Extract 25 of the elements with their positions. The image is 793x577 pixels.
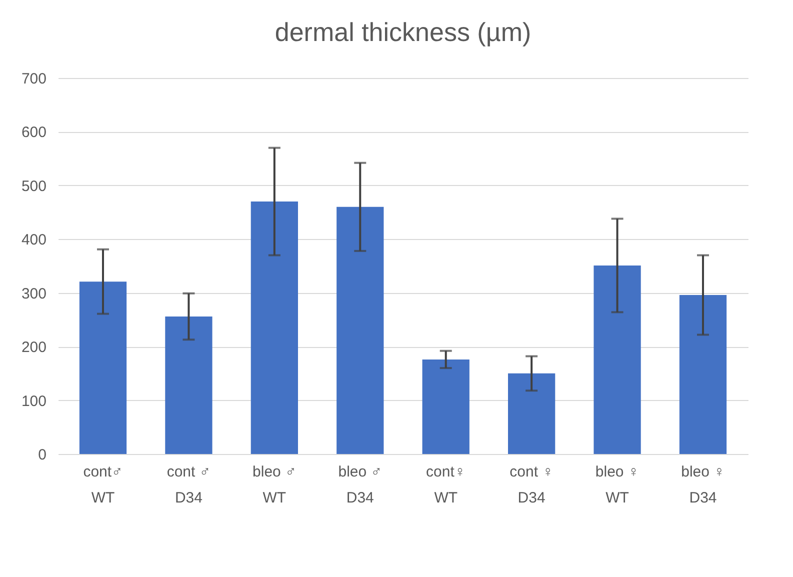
x-tick-label: cont♀ WT [426, 464, 466, 506]
bar [679, 295, 727, 454]
y-tick-label: 500 [21, 178, 46, 195]
y-tick-label: 200 [21, 339, 46, 356]
y-tick-label: 700 [21, 70, 46, 88]
y-tick-label: 600 [21, 124, 46, 142]
x-tick-label: bleo ♀ WT [595, 464, 640, 506]
y-tick-label: 300 [21, 285, 46, 302]
x-tick-label: bleo ♂ D34 [338, 464, 382, 506]
x-tick-label: cont ♀ D34 [510, 464, 554, 506]
chart-title: dermal thickness (µm) [274, 17, 532, 47]
bar [165, 316, 212, 454]
bar [250, 202, 298, 454]
x-tick-label: bleo ♀ D34 [681, 464, 725, 506]
x-tick-label: cont ♂ D34 [166, 464, 211, 506]
bar [508, 373, 556, 454]
y-tick-label: 400 [21, 232, 46, 249]
bar [594, 265, 641, 454]
x-tick-label: cont♂ WT [83, 464, 123, 506]
bar [422, 359, 470, 454]
y-tick-label: 100 [21, 392, 46, 410]
x-tick-label: bleo ♂ WT [252, 464, 296, 506]
bar [336, 206, 384, 454]
bar [79, 282, 127, 454]
y-tick-label: 0 [38, 446, 46, 464]
